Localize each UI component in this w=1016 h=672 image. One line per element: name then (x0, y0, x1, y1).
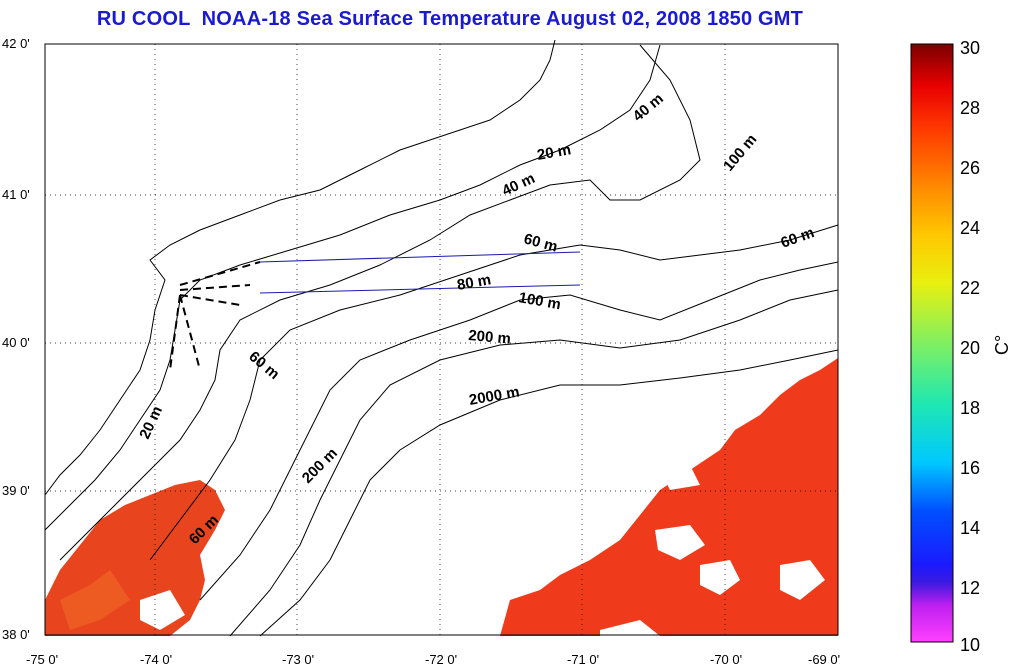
lon-tick-label: -69 0' (808, 652, 840, 667)
hudson-canyon (169, 261, 261, 371)
contour-label: 20 m (536, 141, 573, 164)
contour-label: 200 m (468, 327, 512, 348)
sst-offshore-patch (500, 358, 838, 636)
latitude-axis: 38 0' 39 0' 40 0' 41 0' 42 0' (2, 36, 30, 642)
colorbar-gradient (910, 43, 954, 643)
colorbar-ticks: 30 28 26 24 22 20 18 16 14 12 10 (960, 38, 980, 655)
lat-tick-label: 42 0' (2, 36, 30, 51)
colorbar-tick-label: 16 (960, 458, 980, 478)
lat-tick-label: 38 0' (2, 627, 30, 642)
cloud-gap (140, 590, 185, 630)
lat-tick-label: 41 0' (2, 187, 30, 202)
colorbar-tick-label: 26 (960, 158, 980, 178)
colorbar-tick-label: 14 (960, 518, 980, 538)
shelf-channel (259, 251, 581, 263)
lon-tick-label: -74 0' (140, 652, 172, 667)
bathymetry-contours (44, 39, 839, 637)
lon-tick-label: -73 0' (282, 652, 314, 667)
lon-tick-label: -75 0' (26, 652, 58, 667)
colorbar-tick-label: 10 (960, 635, 980, 655)
cloud-gap (600, 620, 660, 636)
lon-tick-label: -72 0' (425, 652, 457, 667)
cloud-gap (780, 560, 825, 600)
lon-tick-label: -71 0' (567, 652, 599, 667)
contour-60m (149, 224, 839, 561)
contour-40m (59, 44, 701, 561)
contour-20m (44, 44, 661, 531)
colorbar-tick-label: 24 (960, 218, 980, 238)
shelf-channel (259, 284, 581, 294)
colorbar-tick-label: 20 (960, 338, 980, 358)
colorbar-tick-label: 22 (960, 278, 980, 298)
map-title: RU COOL NOAA-18 Sea Surface Temperature … (96, 8, 804, 30)
sst-data-patches (45, 358, 838, 636)
lon-tick-label: -70 0' (710, 652, 742, 667)
colorbar-unit-label: C° (992, 335, 1012, 355)
cloud-gap (660, 465, 700, 490)
contour-2000m (259, 349, 839, 637)
colorbar-tick-label: 12 (960, 578, 980, 598)
sst-warm-streak (60, 570, 130, 630)
coastline (44, 39, 556, 496)
cloud-gap (700, 560, 740, 595)
contour-100m (199, 261, 839, 601)
map-frame (44, 43, 839, 636)
lat-tick-label: 40 0' (2, 335, 30, 350)
contour-label: 80 m (456, 271, 493, 294)
graticule (45, 44, 838, 635)
lat-tick-label: 39 0' (2, 483, 30, 498)
colorbar-tick-label: 28 (960, 98, 980, 118)
longitude-axis: -75 0' -74 0' -73 0' -72 0' -71 0' -70 0… (26, 652, 840, 667)
colorbar-tick-label: 18 (960, 398, 980, 418)
colorbar-tick-label: 30 (960, 38, 980, 58)
cloud-gap (655, 525, 705, 560)
